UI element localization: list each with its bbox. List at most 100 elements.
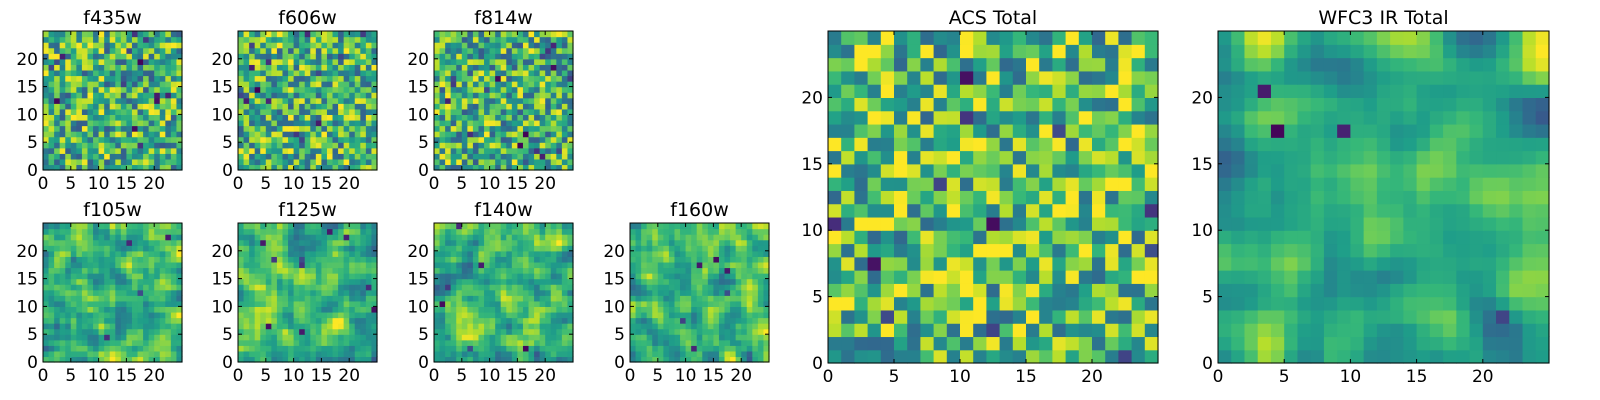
heatmap-cell <box>137 306 144 313</box>
heatmap-cell <box>126 69 133 77</box>
heatmap-cell <box>506 147 513 154</box>
heatmap-cell <box>354 81 361 88</box>
heatmap-cell <box>249 284 256 291</box>
heatmap-cell <box>528 334 535 341</box>
heatmap-cell <box>260 311 267 319</box>
heatmap-cell <box>489 147 496 154</box>
heatmap-cell <box>1105 336 1119 351</box>
heatmap-cell <box>265 239 272 246</box>
heatmap-cell <box>260 295 267 302</box>
heatmap-cell <box>545 108 552 115</box>
heatmap-cell <box>478 75 485 82</box>
heatmap-cell <box>93 42 100 49</box>
heatmap-cell <box>478 142 485 149</box>
heatmap-cell <box>511 75 518 82</box>
heatmap-cell <box>696 295 703 302</box>
heatmap-cell <box>489 81 496 88</box>
heatmap-cell <box>159 58 166 65</box>
heatmap-cell <box>641 234 648 241</box>
heatmap-cell <box>59 261 66 269</box>
heatmap-cell <box>120 250 127 257</box>
heatmap-cell <box>730 234 737 241</box>
heatmap-cell <box>109 75 116 82</box>
heatmap-cell <box>360 147 367 154</box>
heatmap-cell <box>304 58 311 65</box>
heatmap-cell <box>65 119 72 127</box>
heatmap-cell <box>81 295 89 302</box>
heatmap-cell <box>439 47 446 54</box>
heatmap-cell <box>561 114 569 121</box>
heatmap-cell <box>310 245 317 252</box>
heatmap-cell <box>104 250 111 257</box>
heatmap-cell <box>271 164 278 171</box>
heatmap-cell <box>461 114 468 121</box>
heatmap-cell <box>115 234 122 241</box>
heatmap-cell <box>98 142 105 149</box>
heatmap-cell <box>641 345 648 352</box>
heatmap-cell <box>461 284 468 291</box>
heatmap-cell <box>674 300 681 307</box>
heatmap-cell <box>434 119 441 127</box>
heatmap-cell <box>456 125 463 132</box>
heatmap-cell <box>461 328 468 335</box>
heatmap-cell <box>98 81 105 88</box>
heatmap-cell <box>1012 323 1027 338</box>
heatmap-cell <box>635 356 642 363</box>
heatmap-cell <box>137 245 144 252</box>
heatmap-cell <box>484 328 491 335</box>
heatmap-cell <box>120 47 127 54</box>
heatmap-cell <box>304 136 311 143</box>
heatmap-cell <box>93 125 100 132</box>
heatmap-cell <box>354 267 361 274</box>
heatmap-cell <box>81 234 89 241</box>
heatmap-cell <box>98 158 105 166</box>
heatmap-cell <box>354 164 361 171</box>
heatmap-cell <box>143 64 150 71</box>
heatmap-cell <box>517 58 524 65</box>
heatmap-cell <box>131 92 139 99</box>
heatmap-cell <box>472 339 480 346</box>
heatmap-cell <box>867 243 882 258</box>
heatmap-cell <box>165 125 172 132</box>
heatmap-cell <box>545 69 552 77</box>
heatmap-cell <box>539 158 546 166</box>
heatmap-cell <box>81 64 89 71</box>
heatmap-cell <box>238 53 245 60</box>
heatmap-cell <box>148 64 155 71</box>
heatmap-cell <box>467 47 474 54</box>
heatmap-cell <box>326 58 334 65</box>
heatmap-cell <box>260 261 267 269</box>
heatmap-cell <box>652 295 659 302</box>
heatmap-cell <box>120 125 127 132</box>
heatmap-cell <box>467 245 474 252</box>
heatmap-cell <box>54 334 61 341</box>
heatmap-cell <box>131 114 139 121</box>
heatmap-cell <box>293 131 300 138</box>
heatmap-cell <box>1131 270 1146 284</box>
heatmap-cell <box>315 350 322 358</box>
heatmap-cell <box>1131 230 1146 245</box>
heatmap-cell <box>696 278 703 285</box>
heatmap-cell <box>561 53 569 60</box>
heatmap-cell <box>371 142 378 149</box>
heatmap-cell <box>500 36 507 43</box>
heatmap-cell <box>495 158 502 166</box>
heatmap-cell <box>999 323 1014 338</box>
heatmap-cell <box>691 239 698 246</box>
heatmap-cell <box>48 228 55 235</box>
heatmap-cell <box>165 311 172 319</box>
heatmap-cell <box>746 350 753 358</box>
heatmap-cell <box>109 108 116 115</box>
heatmap-cell <box>43 164 50 171</box>
heatmap-cell <box>461 53 468 60</box>
heatmap-cell <box>165 97 172 104</box>
heatmap-cell <box>154 306 161 313</box>
heatmap-cell <box>87 47 94 54</box>
heatmap-cell <box>338 339 345 346</box>
heatmap-cell <box>93 103 100 110</box>
heatmap-cell <box>165 108 172 115</box>
heatmap-cell <box>120 75 127 82</box>
heatmap-cell <box>176 250 183 257</box>
heatmap-cell <box>467 92 474 99</box>
heatmap-cell <box>1039 256 1053 271</box>
